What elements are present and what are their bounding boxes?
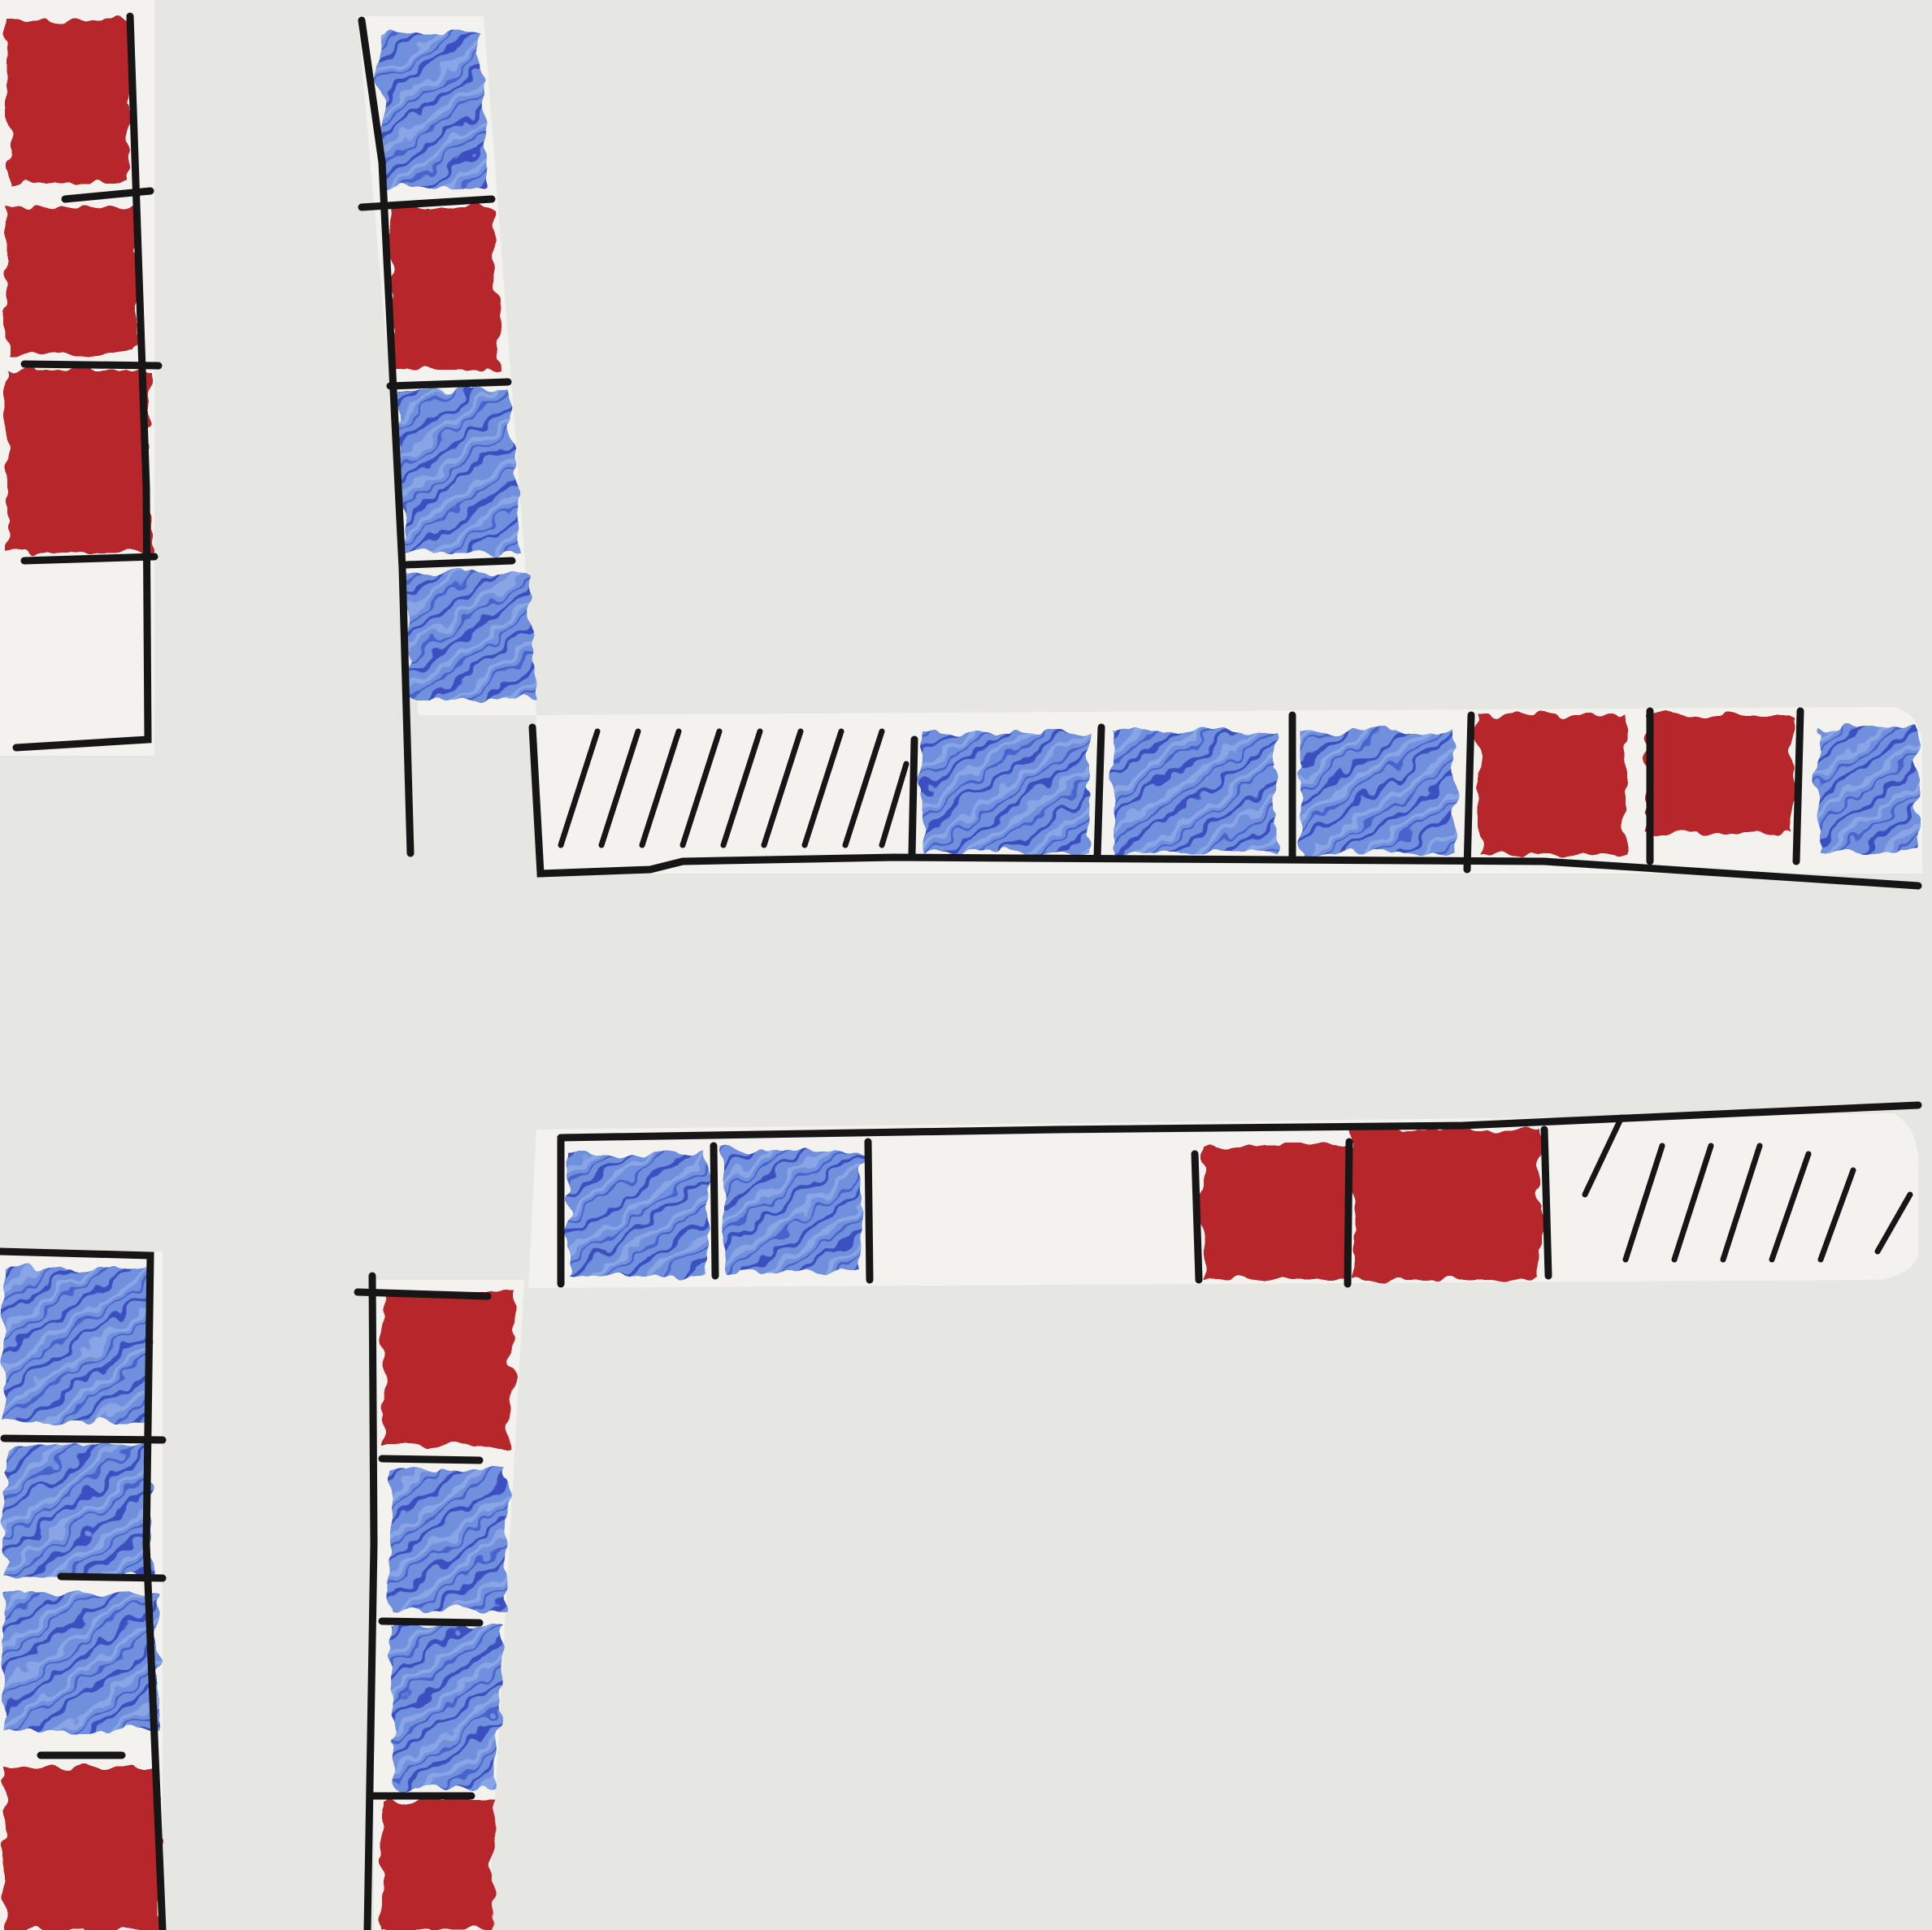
cell-blue xyxy=(4,1446,150,1577)
cell-blue xyxy=(1114,731,1276,853)
cell-red xyxy=(8,20,130,183)
cell-hatched xyxy=(558,728,910,848)
cell-red xyxy=(1353,1130,1540,1280)
strip-bottom-left-inner xyxy=(354,1272,524,1930)
cell-blue xyxy=(4,1268,150,1422)
cell-blue xyxy=(390,1471,508,1609)
cell-blue xyxy=(1300,731,1455,853)
cell-red xyxy=(1646,715,1792,833)
cell-blue xyxy=(923,731,1089,853)
strip-top-left-inner xyxy=(358,16,536,857)
cell-red xyxy=(7,370,149,553)
cell-blue xyxy=(4,1593,158,1731)
cell-blue xyxy=(378,33,488,187)
cell-red xyxy=(4,1767,158,1930)
cell-blue xyxy=(405,573,536,699)
strip-bottom-horizontal xyxy=(528,1101,1922,1288)
cell-blue xyxy=(390,1625,504,1788)
cell-red xyxy=(382,1800,496,1930)
strip-bottom-left-outer xyxy=(0,1247,167,1930)
cell-blue xyxy=(569,1154,707,1276)
strip-top-horizontal xyxy=(528,707,1922,890)
cell-blue xyxy=(397,390,520,553)
cell-hatched xyxy=(1582,1114,1913,1263)
cell-blue xyxy=(1817,727,1918,849)
cell-red xyxy=(389,207,500,370)
cell-red xyxy=(7,207,137,353)
cell-red xyxy=(1203,1146,1349,1280)
cell-red xyxy=(1479,715,1626,853)
strip-top-left-outer xyxy=(0,0,163,756)
cell-blue xyxy=(723,1150,862,1272)
cell-red xyxy=(382,1292,516,1446)
